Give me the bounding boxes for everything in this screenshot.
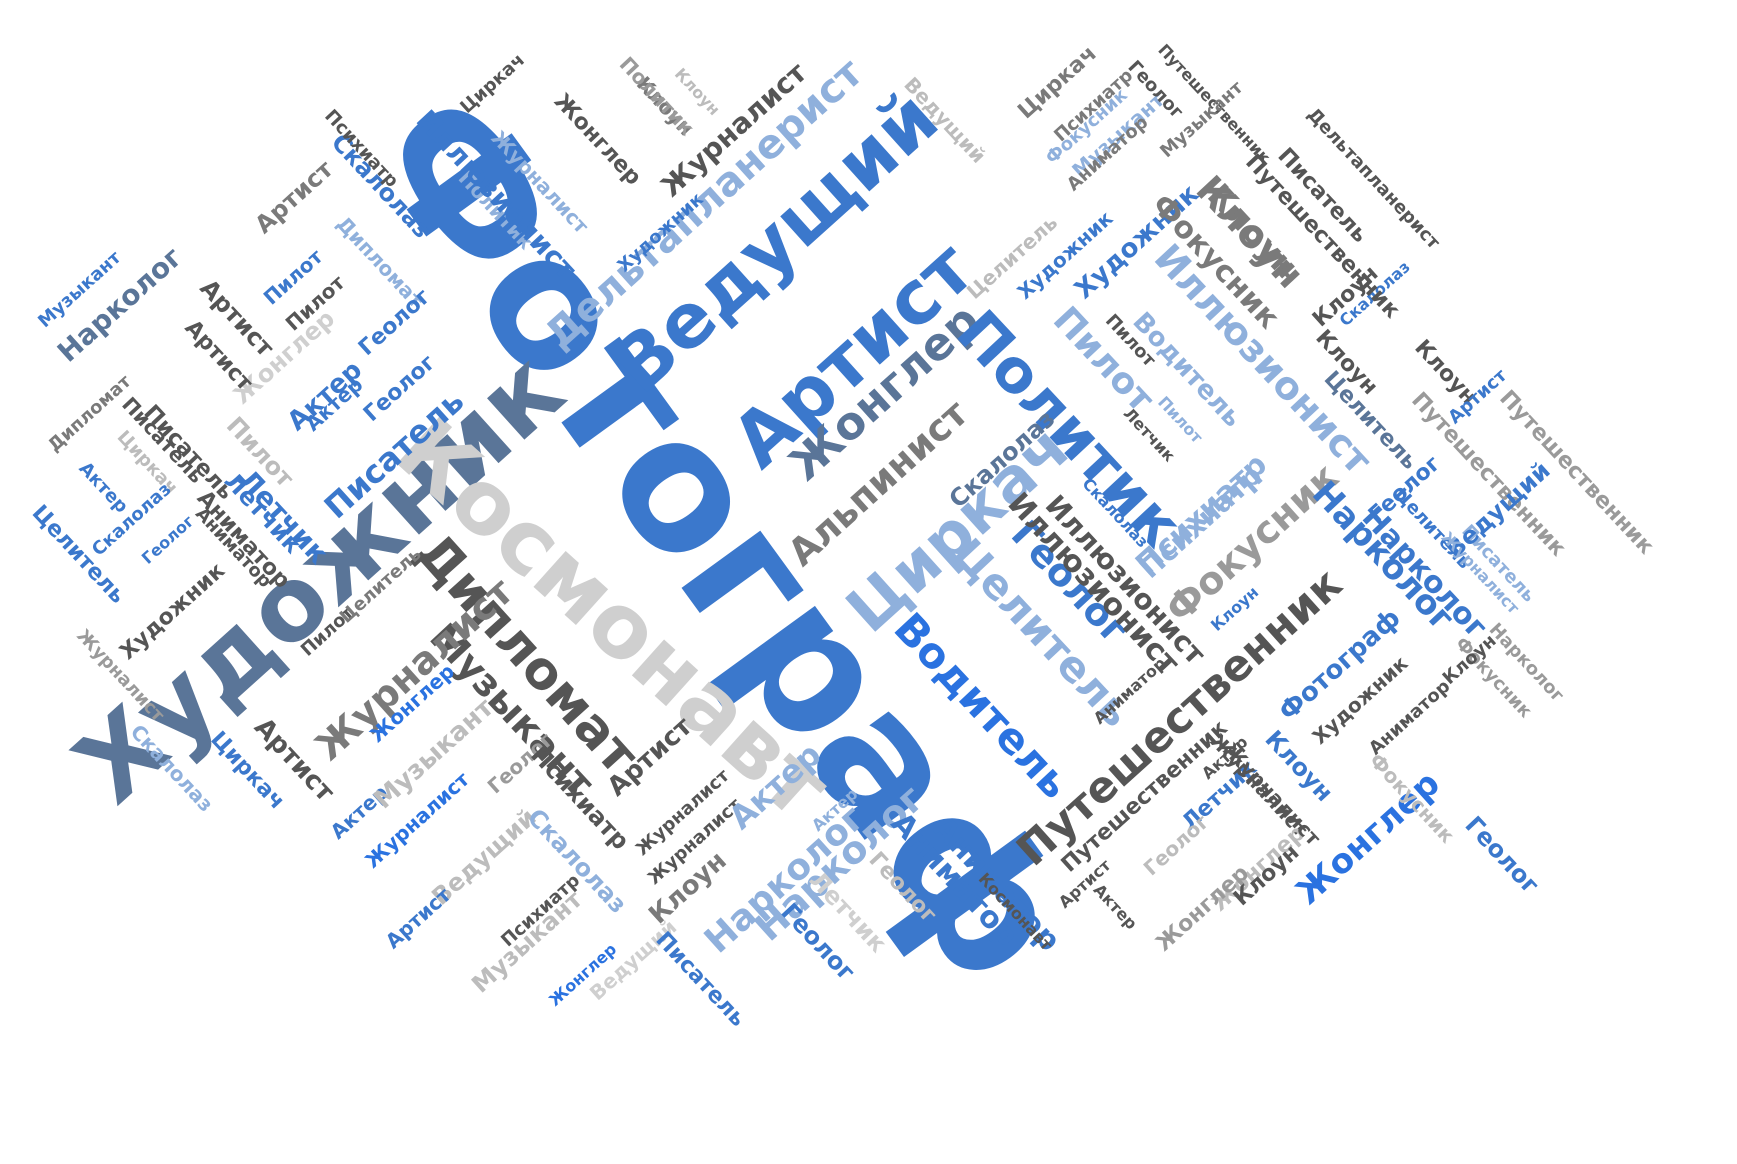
word-77: Артист [380, 882, 456, 954]
word-133: Геолог [1138, 809, 1214, 881]
word-139: Жонглер [1151, 860, 1254, 957]
word-37: Артист [249, 154, 339, 240]
word-135: Геолог [1459, 810, 1545, 900]
word-59: Целитель [26, 500, 130, 609]
word-41: Геолог [354, 284, 436, 361]
word-138: Актер [1089, 880, 1142, 934]
word-56: Актер [74, 457, 133, 518]
word-58: Геолог [137, 511, 198, 568]
